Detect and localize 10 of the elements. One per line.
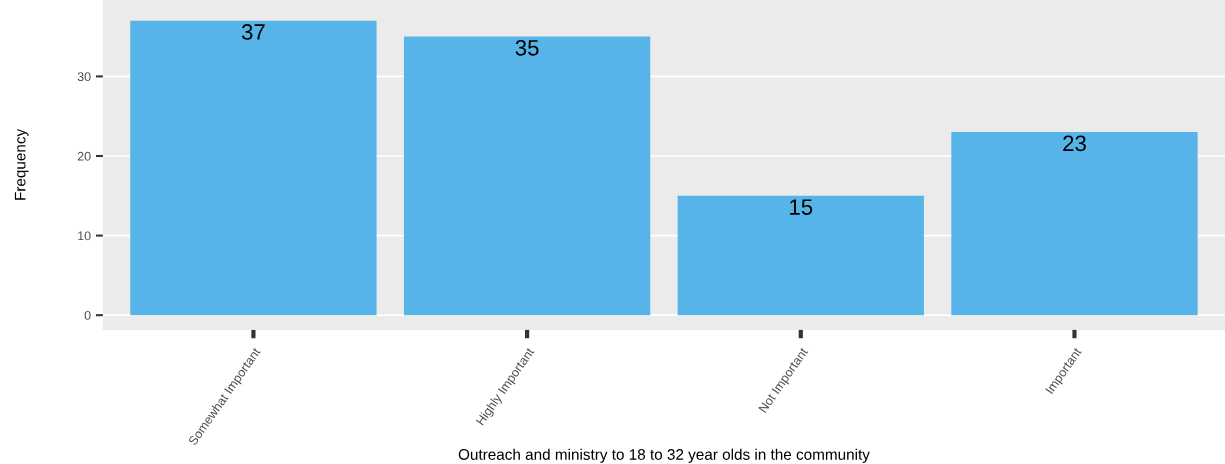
data-label: 15: [790, 199, 813, 215]
data-label: 35: [515, 39, 539, 56]
data-label: 23: [1063, 135, 1086, 152]
x-axis-title: Outreach and ministry to 18 to 32 year olds in the community: [458, 448, 870, 463]
y-tick-label: 30: [77, 72, 91, 82]
y-tick-label: 0: [84, 310, 91, 320]
y-axis-title: Frequency: [14, 128, 29, 200]
y-tick-label: 20: [77, 151, 91, 161]
data-label: 37: [241, 24, 265, 40]
y-tick-label: 10: [78, 231, 91, 241]
